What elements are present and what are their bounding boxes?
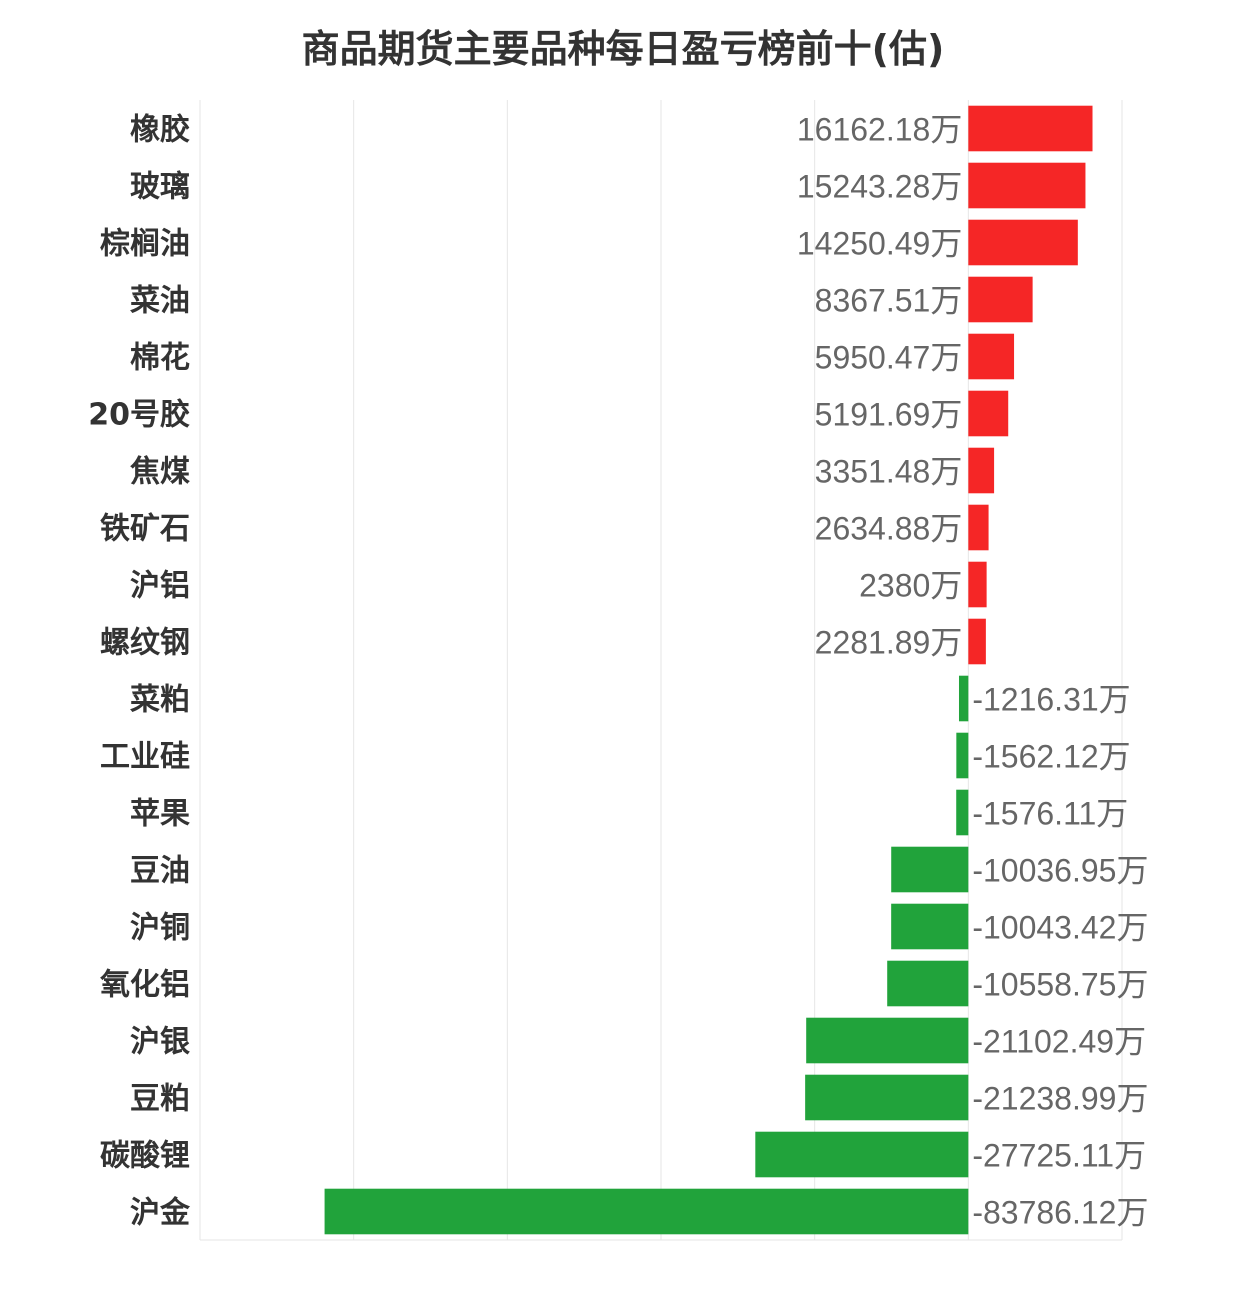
category-label: 菜油: [130, 284, 190, 319]
value-label: -10043.42万: [972, 910, 1148, 946]
bar: [891, 846, 969, 893]
category-label: 沪银: [130, 1025, 190, 1060]
value-label: -1576.11万: [972, 796, 1128, 832]
category-label: 沪铝: [130, 569, 190, 604]
bar: [968, 447, 995, 494]
value-label: -27725.11万: [972, 1138, 1146, 1174]
value-label: 14250.49万: [797, 226, 962, 262]
bar: [956, 789, 969, 836]
category-label: 螺纹钢: [100, 626, 190, 661]
bar: [968, 276, 1033, 323]
bar: [968, 390, 1009, 437]
bar: [968, 333, 1015, 380]
bar: [805, 1074, 969, 1121]
category-label: 焦煤: [130, 455, 190, 490]
category-label: 苹果: [130, 797, 190, 832]
category-label: 棉花: [130, 341, 190, 376]
bar: [891, 903, 969, 950]
value-label: 5191.69万: [815, 397, 963, 433]
value-label: -83786.12万: [972, 1195, 1148, 1231]
value-label: 2281.89万: [815, 625, 963, 661]
value-label: -21238.99万: [972, 1081, 1148, 1117]
value-label: 2634.88万: [815, 511, 963, 547]
bar: [806, 1017, 969, 1064]
value-label: 16162.18万: [797, 112, 962, 148]
value-label: -21102.49万: [972, 1024, 1146, 1060]
value-label: 15243.28万: [797, 169, 962, 205]
bar: [324, 1188, 969, 1235]
category-label: 工业硅: [100, 740, 190, 775]
bar: [968, 561, 987, 608]
category-label: 菜粕: [130, 683, 190, 718]
category-label: 玻璃: [130, 170, 190, 205]
category-label: 碳酸锂: [100, 1139, 190, 1174]
bar: [968, 105, 1093, 152]
category-label: 20号胶: [88, 398, 190, 433]
bar: [968, 219, 1078, 266]
category-label: 豆油: [130, 854, 190, 889]
chart-title: 商品期货主要品种每日盈亏榜前十(估): [301, 27, 945, 71]
bar: [968, 618, 986, 665]
value-label: 8367.51万: [815, 283, 963, 319]
bar: [968, 504, 989, 551]
category-label: 沪金: [130, 1196, 191, 1231]
category-label: 沪铜: [130, 911, 190, 946]
category-label: 豆粕: [130, 1082, 190, 1117]
bar: [968, 162, 1086, 209]
value-label: -1216.31万: [972, 682, 1130, 718]
category-label: 氧化铝: [100, 968, 190, 1003]
category-label: 橡胶: [130, 113, 190, 148]
bar: [755, 1131, 969, 1178]
bar: [887, 960, 969, 1007]
value-label: 2380万: [859, 568, 962, 604]
bar: [958, 675, 969, 722]
value-label: -10036.95万: [972, 853, 1148, 889]
value-label: 3351.48万: [815, 454, 963, 490]
value-label: 5950.47万: [815, 340, 963, 376]
value-label: -1562.12万: [972, 739, 1130, 775]
category-label: 铁矿石: [100, 512, 190, 547]
value-label: -10558.75万: [972, 967, 1148, 1003]
category-label: 棕榈油: [100, 227, 190, 262]
bar: [956, 732, 969, 779]
